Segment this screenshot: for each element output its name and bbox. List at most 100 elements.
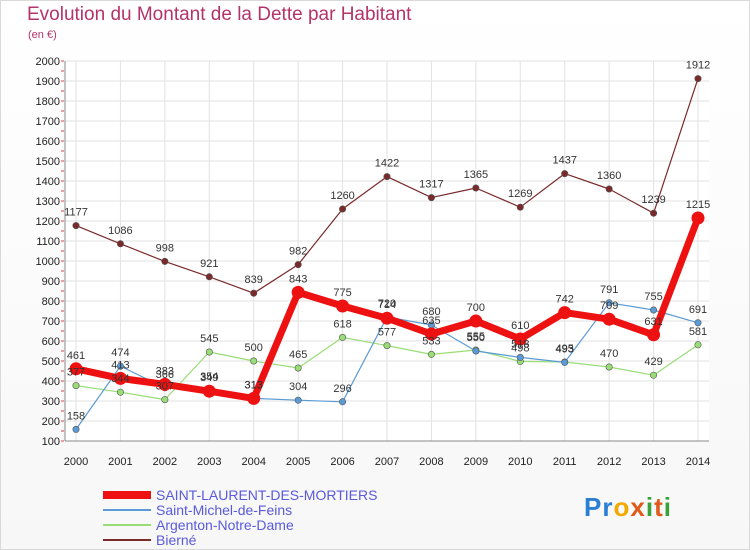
data-point: [605, 185, 613, 193]
data-point: [339, 398, 347, 406]
data-label: 1260: [330, 190, 354, 202]
data-point: [380, 311, 394, 325]
data-label: 618: [333, 318, 351, 330]
data-label: 518: [511, 338, 529, 350]
x-tick-label: 2014: [686, 456, 710, 468]
data-label: 843: [289, 273, 307, 285]
data-labels: 1177 1086 998 921 839 982 1260 1422 1317 1365 1269…: [64, 60, 710, 423]
y-tick-label: 400: [42, 376, 60, 388]
legend-label: Bierné: [156, 532, 197, 548]
legend: SAINT-LAURENT-DES-MORTIERSSaint-Michel-d…: [103, 487, 377, 548]
data-label: 714: [378, 299, 396, 311]
data-label: 493: [556, 343, 574, 355]
data-point: [116, 362, 124, 370]
data-point: [336, 299, 350, 313]
data-point: [116, 388, 124, 396]
data-label: 354: [200, 371, 218, 383]
data-label: 921: [200, 258, 218, 270]
data-label: 465: [289, 349, 307, 361]
data-label: 742: [556, 294, 574, 306]
data-point: [69, 362, 83, 376]
series-lines: [69, 75, 705, 433]
data-label: 1360: [597, 170, 621, 182]
data-label: 680: [422, 306, 440, 318]
data-point: [650, 371, 658, 379]
data-point: [250, 289, 258, 297]
y-tick-label: 500: [42, 356, 60, 368]
y-tick-label: 1400: [36, 176, 60, 188]
y-tick-label: 200: [42, 416, 60, 428]
y-tick-label: 900: [42, 276, 60, 288]
data-point: [694, 319, 702, 327]
x-tick-label: 2000: [64, 456, 88, 468]
data-label: 377: [67, 367, 85, 379]
x-tick-label: 2008: [419, 456, 443, 468]
data-label: 1912: [686, 60, 710, 72]
y-tick-label: 1200: [36, 216, 60, 228]
data-label: 349: [200, 372, 218, 384]
data-label: 700: [467, 302, 485, 314]
data-label: 413: [111, 359, 129, 371]
x-tick-label: 2013: [641, 456, 665, 468]
data-label: 307: [156, 381, 174, 393]
x-tick-label: 2002: [153, 456, 177, 468]
data-label: 500: [245, 342, 263, 354]
data-label: 545: [200, 333, 218, 345]
data-label: 1086: [108, 225, 132, 237]
data-label: 1365: [464, 169, 488, 181]
data-label: 610: [511, 320, 529, 332]
data-point: [472, 347, 480, 355]
data-point: [247, 391, 261, 405]
data-label: 631: [644, 316, 662, 328]
data-point: [250, 357, 258, 365]
data-point: [291, 285, 305, 299]
proxiti-logo: Proxiti: [584, 492, 672, 522]
data-point: [161, 396, 169, 404]
data-label: 998: [156, 242, 174, 254]
data-label: 982: [289, 246, 307, 258]
y-tick-label: 1900: [36, 76, 60, 88]
grid-lines: [65, 60, 709, 442]
data-label: 498: [511, 342, 529, 354]
y-tick-label: 100: [42, 436, 60, 448]
data-point: [427, 194, 435, 202]
data-label: 495: [556, 343, 574, 355]
data-label: 1269: [508, 188, 532, 200]
data-point: [469, 314, 483, 328]
data-label: 775: [333, 287, 351, 299]
data-point: [383, 173, 391, 181]
data-point: [205, 273, 213, 281]
data-label: 1177: [64, 207, 88, 219]
y-tick-label: 1600: [36, 136, 60, 148]
data-point: [561, 358, 569, 366]
x-tick-label: 2001: [108, 456, 132, 468]
y-tick-label: 1500: [36, 156, 60, 168]
data-point: [161, 257, 169, 265]
data-point: [72, 222, 80, 230]
axes: 100 200 300 400 500 600 700 800 900 1000 1100 1200 1…: [36, 56, 711, 468]
data-point: [650, 209, 658, 217]
x-tick-label: 2003: [197, 456, 221, 468]
data-point: [558, 306, 572, 320]
data-label: 158: [67, 410, 85, 422]
data-point: [116, 240, 124, 248]
data-label: 296: [333, 383, 351, 395]
y-tick-label: 300: [42, 396, 60, 408]
y-tick-label: 700: [42, 316, 60, 328]
data-label: 461: [67, 350, 85, 362]
data-label: 791: [600, 284, 618, 296]
data-point: [72, 382, 80, 390]
data-point: [72, 425, 80, 433]
x-tick-label: 2005: [286, 456, 310, 468]
data-label: 1239: [641, 194, 665, 206]
data-point: [205, 348, 213, 356]
y-tick-label: 1700: [36, 116, 60, 128]
data-label: 1422: [375, 158, 399, 170]
data-label: 474: [111, 347, 129, 359]
x-tick-label: 2007: [375, 456, 399, 468]
x-tick-label: 2006: [330, 456, 354, 468]
y-tick-label: 2000: [36, 56, 60, 68]
data-label: 550: [467, 332, 485, 344]
chart-subtitle: (en €): [28, 29, 57, 41]
